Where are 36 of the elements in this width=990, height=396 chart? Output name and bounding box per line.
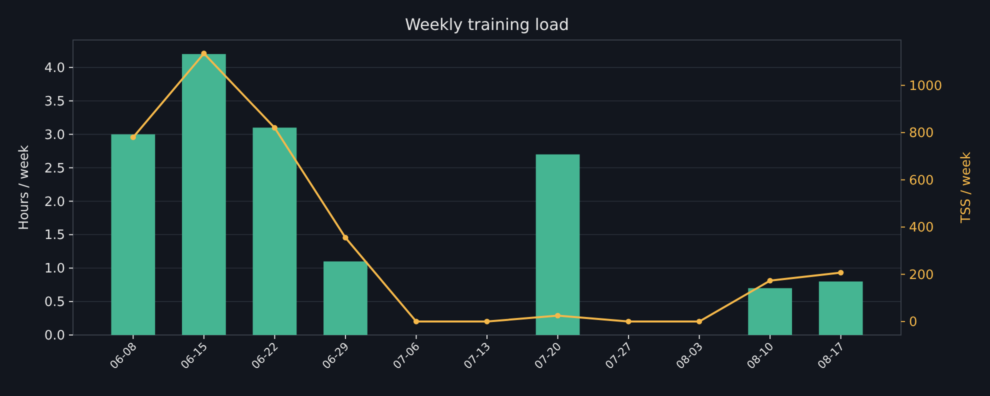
y2-tick-label: 600 xyxy=(909,173,934,188)
bar xyxy=(536,154,580,335)
y2-axis-title: TSS / week xyxy=(959,151,974,224)
point xyxy=(696,318,702,324)
y2-tick-label: 0 xyxy=(909,315,918,330)
y-tick-label: 0.5 xyxy=(44,295,65,310)
bar xyxy=(111,134,156,335)
y2-tick-label: 200 xyxy=(909,268,934,283)
point xyxy=(767,278,773,284)
y-tick-label: 3.5 xyxy=(44,94,65,110)
y-tick-label: 4.0 xyxy=(44,60,65,76)
y2-tick-label: 400 xyxy=(909,220,934,236)
y-tick-label: 2.5 xyxy=(44,161,65,176)
point xyxy=(272,125,278,131)
y-tick-label: 3.0 xyxy=(44,128,65,143)
bar xyxy=(324,261,368,335)
y2-tick-label: 800 xyxy=(909,126,934,142)
y-tick-label: 1.0 xyxy=(44,262,65,277)
bar xyxy=(182,54,226,335)
point xyxy=(554,312,561,318)
point xyxy=(201,50,207,56)
point xyxy=(130,134,136,140)
point xyxy=(342,234,348,240)
y2-tick-label: 1000 xyxy=(909,78,942,94)
point xyxy=(413,318,420,324)
bar xyxy=(818,281,863,335)
point xyxy=(626,318,632,324)
bar xyxy=(252,128,297,335)
y-tick-label: 0.0 xyxy=(44,328,65,344)
point xyxy=(838,270,844,276)
y-tick-label: 2.0 xyxy=(44,194,65,210)
bar xyxy=(748,288,792,335)
chart-title: Weekly training load xyxy=(404,15,570,34)
y-tick-label: 1.5 xyxy=(44,228,65,244)
y-axis-title: Hours / week xyxy=(17,144,32,230)
point xyxy=(484,318,490,324)
